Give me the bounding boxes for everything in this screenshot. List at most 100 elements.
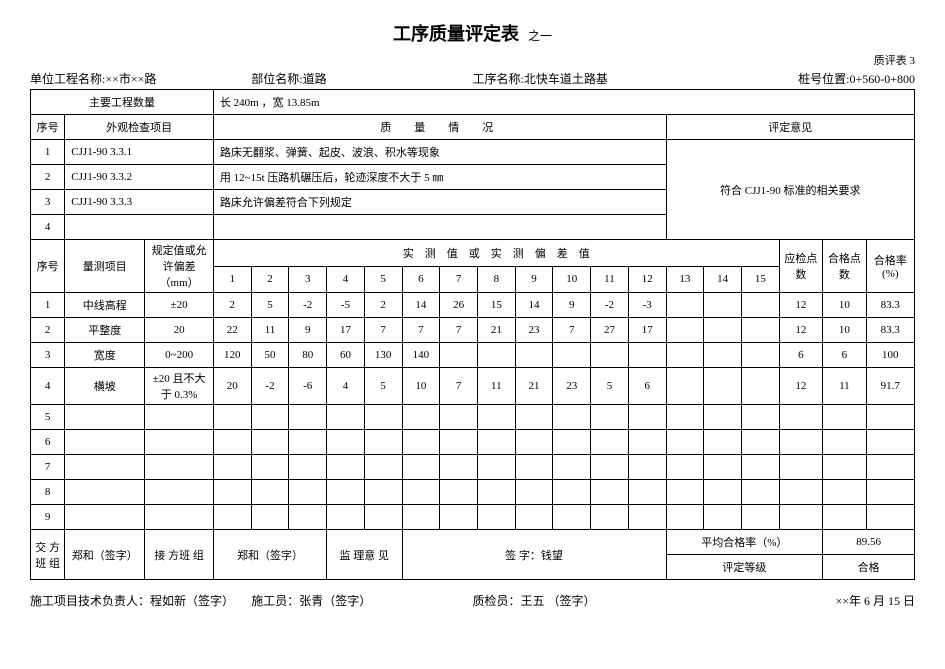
measure-cell: 2 — [31, 318, 65, 343]
measure-cell: 50 — [251, 343, 289, 368]
measure-cell — [402, 480, 440, 505]
grade-value: 合格 — [823, 555, 915, 580]
measure-cell — [515, 455, 553, 480]
measure-cell — [553, 430, 591, 455]
measure-cell — [477, 480, 515, 505]
measure-cell: 140 — [402, 343, 440, 368]
measure-cell — [145, 455, 214, 480]
measure-cell — [591, 455, 629, 480]
recv-team-label: 接 方班 组 — [145, 530, 214, 580]
avg-label: 平均合格率（%） — [666, 530, 823, 555]
visual-q: 用 12~15t 压路机碾压后，轮迹深度不大于 5 ㎜ — [213, 165, 666, 190]
qty-row: 主要工程数量 长 240m ，宽 13.85m — [31, 90, 915, 115]
measure-item-header: 量测项目 — [65, 240, 145, 293]
footer-tech: 施工项目技术负责人：程如新（签字） — [30, 592, 251, 609]
measure-cell — [251, 405, 289, 430]
qty-label: 主要工程数量 — [31, 90, 214, 115]
measure-cell — [402, 405, 440, 430]
measure-cell — [364, 505, 402, 530]
measure-cell: -3 — [628, 293, 666, 318]
measure-cell: 91.7 — [866, 368, 914, 405]
measure-cell: 23 — [515, 318, 553, 343]
measure-row: 1中线高程±2025-2-52142615149-2-3121083.3 — [31, 293, 915, 318]
measure-cell: 6 — [31, 430, 65, 455]
measure-cell: 4 — [327, 368, 365, 405]
measure-cell — [666, 368, 704, 405]
measure-cell — [213, 455, 251, 480]
measure-cell — [515, 480, 553, 505]
visual-q: 路床允许偏差符合下列规定 — [213, 190, 666, 215]
measure-cell: 9 — [31, 505, 65, 530]
measure-cell — [666, 318, 704, 343]
measure-cell — [628, 505, 666, 530]
visual-item: CJJ1-90 3.3.2 — [65, 165, 214, 190]
measure-cell — [704, 293, 742, 318]
measure-cell: 10 — [823, 318, 866, 343]
measure-cell — [866, 505, 914, 530]
measure-cell — [327, 455, 365, 480]
col-number: 10 — [553, 266, 591, 293]
pile-label: 桩号位置: — [798, 72, 849, 86]
measure-row: 4横坡±20 且不大于 0.3%20-2-6451071121235612119… — [31, 368, 915, 405]
measure-cell: 12 — [779, 318, 822, 343]
measure-cell — [515, 405, 553, 430]
measure-cell — [591, 505, 629, 530]
measure-cell: 2 — [364, 293, 402, 318]
measure-cell — [440, 343, 478, 368]
measure-cell — [866, 455, 914, 480]
measure-cell — [666, 293, 704, 318]
measure-cell — [289, 480, 327, 505]
col-number: 13 — [666, 266, 704, 293]
footer-line: 施工项目技术负责人：程如新（签字） 施工员：张青（签字） 质检员：王五 （签字）… — [30, 592, 915, 609]
measure-cell — [289, 505, 327, 530]
hand-team-label: 交 方班 组 — [31, 530, 65, 580]
measure-row: 9 — [31, 505, 915, 530]
measure-cell — [402, 455, 440, 480]
measure-cell — [145, 480, 214, 505]
measure-cell — [741, 318, 779, 343]
measure-cell: 10 — [402, 368, 440, 405]
visual-n: 2 — [31, 165, 65, 190]
measure-cell: 9 — [553, 293, 591, 318]
measure-cell — [666, 480, 704, 505]
measure-cell — [477, 343, 515, 368]
measure-cell: 26 — [440, 293, 478, 318]
measure-cell: 6 — [823, 343, 866, 368]
measure-cell: -5 — [327, 293, 365, 318]
measure-cell: 60 — [327, 343, 365, 368]
measure-cell: 20 — [145, 318, 214, 343]
proc-label: 工序名称: — [473, 72, 524, 86]
measure-cell — [553, 505, 591, 530]
measure-cell: 2 — [213, 293, 251, 318]
measure-cell: 5 — [364, 368, 402, 405]
unit-label: 单位工程名称: — [30, 72, 105, 86]
measure-cell — [704, 343, 742, 368]
measure-cell — [289, 405, 327, 430]
avg-value: 89.56 — [823, 530, 915, 555]
visual-n: 4 — [31, 215, 65, 240]
measure-cell — [327, 480, 365, 505]
measure-cell — [477, 505, 515, 530]
unit-value: ××市××路 — [105, 72, 156, 86]
measure-cell: 100 — [866, 343, 914, 368]
recv-sign: 郑和（签字） — [213, 530, 326, 580]
measure-cell — [741, 455, 779, 480]
visual-n: 1 — [31, 140, 65, 165]
measure-cell — [440, 405, 478, 430]
measure-cell: 6 — [628, 368, 666, 405]
measure-cell — [741, 405, 779, 430]
measure-cell — [704, 430, 742, 455]
measure-cell — [515, 505, 553, 530]
measure-cell: 7 — [402, 318, 440, 343]
measure-cell — [628, 480, 666, 505]
measure-cell — [65, 480, 145, 505]
measure-cell: 宽度 — [65, 343, 145, 368]
measure-cell — [477, 430, 515, 455]
measure-cell — [402, 505, 440, 530]
opinion-header: 评定意见 — [666, 115, 914, 140]
measure-cell: 9 — [289, 318, 327, 343]
measure-cell — [704, 480, 742, 505]
visual-item-header: 外观检查项目 — [65, 115, 214, 140]
measure-cell — [779, 455, 822, 480]
hand-sign: 郑和（签字） — [65, 530, 145, 580]
